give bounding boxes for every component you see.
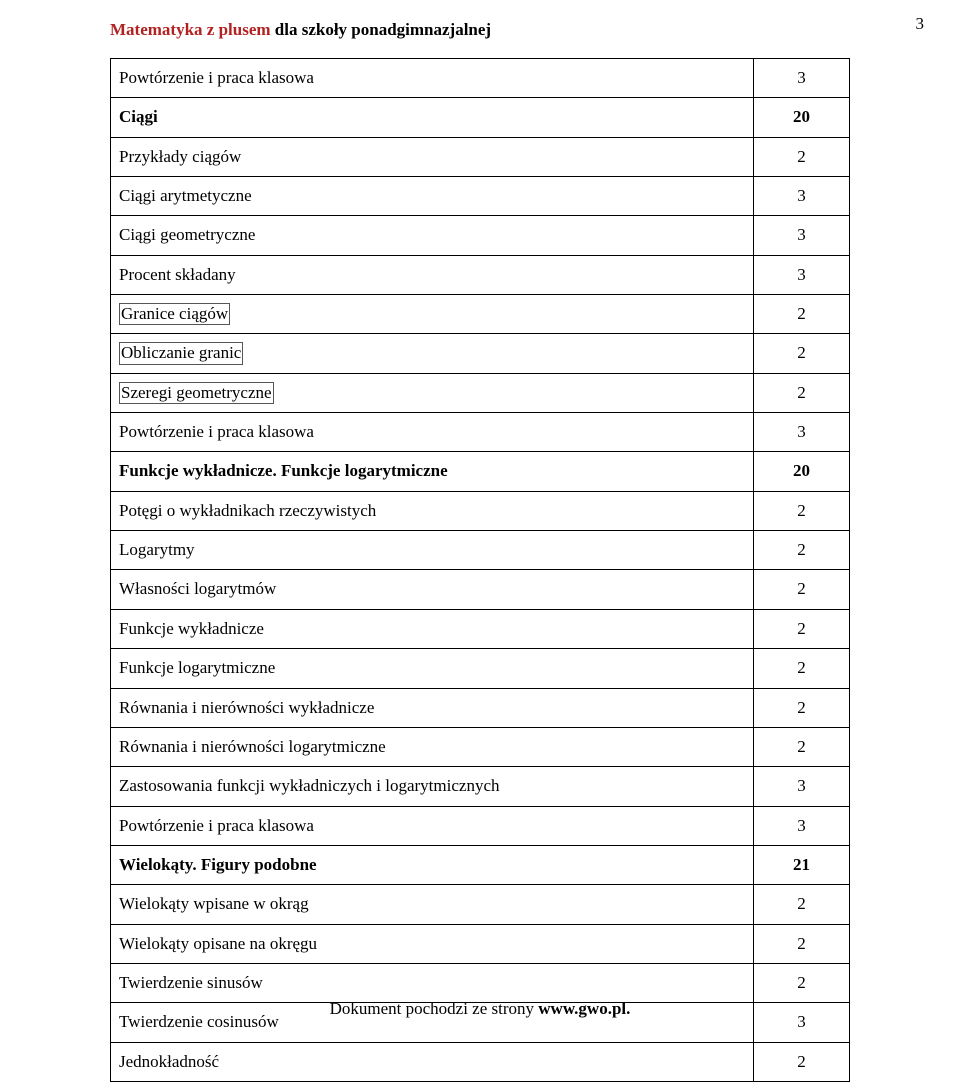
- table-row: Funkcje wykładnicze. Funkcje logarytmicz…: [111, 452, 850, 491]
- row-value: 21: [754, 845, 850, 884]
- row-label: Obliczanie granic: [111, 334, 754, 373]
- row-value: 3: [754, 177, 850, 216]
- table-row: Procent składany3: [111, 255, 850, 294]
- table-row: Twierdzenie sinusów2: [111, 963, 850, 1002]
- row-label: Wielokąty wpisane w okrąg: [111, 885, 754, 924]
- boxed-label: Granice ciągów: [119, 303, 230, 325]
- footer-prefix: Dokument pochodzi ze strony: [330, 999, 539, 1018]
- row-label: Powtórzenie i praca klasowa: [111, 806, 754, 845]
- row-value: 20: [754, 452, 850, 491]
- table-row: Szeregi geometryczne 2: [111, 373, 850, 412]
- row-value: 2: [754, 137, 850, 176]
- page-number: 3: [916, 14, 925, 34]
- row-label: Własności logarytmów: [111, 570, 754, 609]
- table-row: Własności logarytmów2: [111, 570, 850, 609]
- row-label: Wielokąty. Figury podobne: [111, 845, 754, 884]
- table-row: Ciągi geometryczne3: [111, 216, 850, 255]
- row-label: Szeregi geometryczne: [111, 373, 754, 412]
- table-row: Obliczanie granic 2: [111, 334, 850, 373]
- row-value: 2: [754, 570, 850, 609]
- table-row: Powtórzenie i praca klasowa3: [111, 806, 850, 845]
- row-label: Logarytmy: [111, 531, 754, 570]
- row-value: 2: [754, 727, 850, 766]
- table-row: Ciągi arytmetyczne3: [111, 177, 850, 216]
- row-value: 2: [754, 963, 850, 1002]
- row-value: 2: [754, 885, 850, 924]
- footer: Dokument pochodzi ze strony www.gwo.pl.: [0, 999, 960, 1019]
- row-label: Ciągi geometryczne: [111, 216, 754, 255]
- row-value: 20: [754, 98, 850, 137]
- row-value: 3: [754, 59, 850, 98]
- row-label: Przykłady ciągów: [111, 137, 754, 176]
- boxed-label: Szeregi geometryczne: [119, 382, 274, 404]
- row-value: 2: [754, 649, 850, 688]
- row-value: 3: [754, 767, 850, 806]
- row-value: 3: [754, 806, 850, 845]
- header-title-black: dla szkoły ponadgimnazjalnej: [271, 20, 492, 39]
- table-row: Powtórzenie i praca klasowa3: [111, 59, 850, 98]
- row-label: Powtórzenie i praca klasowa: [111, 59, 754, 98]
- row-label: Jednokładność: [111, 1042, 754, 1081]
- row-label: Granice ciągów: [111, 295, 754, 334]
- row-label: Powtórzenie i praca klasowa: [111, 413, 754, 452]
- page-header: Matematyka z plusem dla szkoły ponadgimn…: [110, 20, 850, 40]
- row-value: 3: [754, 255, 850, 294]
- table-row: Równania i nierówności logarytmiczne2: [111, 727, 850, 766]
- row-value: 2: [754, 1042, 850, 1081]
- row-label: Funkcje wykładnicze. Funkcje logarytmicz…: [111, 452, 754, 491]
- table-row: Funkcje wykładnicze2: [111, 609, 850, 648]
- row-label: Ciągi: [111, 98, 754, 137]
- row-value: 2: [754, 924, 850, 963]
- row-label: Zastosowania funkcji wykładniczych i log…: [111, 767, 754, 806]
- row-value: 2: [754, 609, 850, 648]
- row-value: 3: [754, 216, 850, 255]
- table-row: Zastosowania funkcji wykładniczych i log…: [111, 767, 850, 806]
- row-label: Procent składany: [111, 255, 754, 294]
- boxed-label: Obliczanie granic: [119, 342, 243, 364]
- table-row: Funkcje logarytmiczne2: [111, 649, 850, 688]
- row-value: 2: [754, 491, 850, 530]
- row-label: Ciągi arytmetyczne: [111, 177, 754, 216]
- row-label: Potęgi o wykładnikach rzeczywistych: [111, 491, 754, 530]
- row-label: Równania i nierówności logarytmiczne: [111, 727, 754, 766]
- table-row: Przykłady ciągów2: [111, 137, 850, 176]
- table-row: Potęgi o wykładnikach rzeczywistych2: [111, 491, 850, 530]
- table-row: Jednokładność2: [111, 1042, 850, 1081]
- footer-site: www.gwo.pl.: [538, 999, 630, 1018]
- table-row: Wielokąty. Figury podobne21: [111, 845, 850, 884]
- table-row: Powtórzenie i praca klasowa3: [111, 413, 850, 452]
- table-row: Logarytmy2: [111, 531, 850, 570]
- row-value: 2: [754, 373, 850, 412]
- row-label: Funkcje logarytmiczne: [111, 649, 754, 688]
- row-value: 2: [754, 295, 850, 334]
- table-row: Wielokąty opisane na okręgu2: [111, 924, 850, 963]
- row-label: Twierdzenie sinusów: [111, 963, 754, 1002]
- row-value: 2: [754, 531, 850, 570]
- table-row: Wielokąty wpisane w okrąg2: [111, 885, 850, 924]
- row-value: 2: [754, 334, 850, 373]
- table-row: Granice ciągów 2: [111, 295, 850, 334]
- header-title-red: Matematyka z plusem: [110, 20, 271, 39]
- row-label: Równania i nierówności wykładnicze: [111, 688, 754, 727]
- table-row: Równania i nierówności wykładnicze2: [111, 688, 850, 727]
- curriculum-table: Powtórzenie i praca klasowa3Ciągi20Przyk…: [110, 58, 850, 1082]
- row-label: Funkcje wykładnicze: [111, 609, 754, 648]
- row-value: 2: [754, 688, 850, 727]
- row-label: Wielokąty opisane na okręgu: [111, 924, 754, 963]
- row-value: 3: [754, 413, 850, 452]
- table-row: Ciągi20: [111, 98, 850, 137]
